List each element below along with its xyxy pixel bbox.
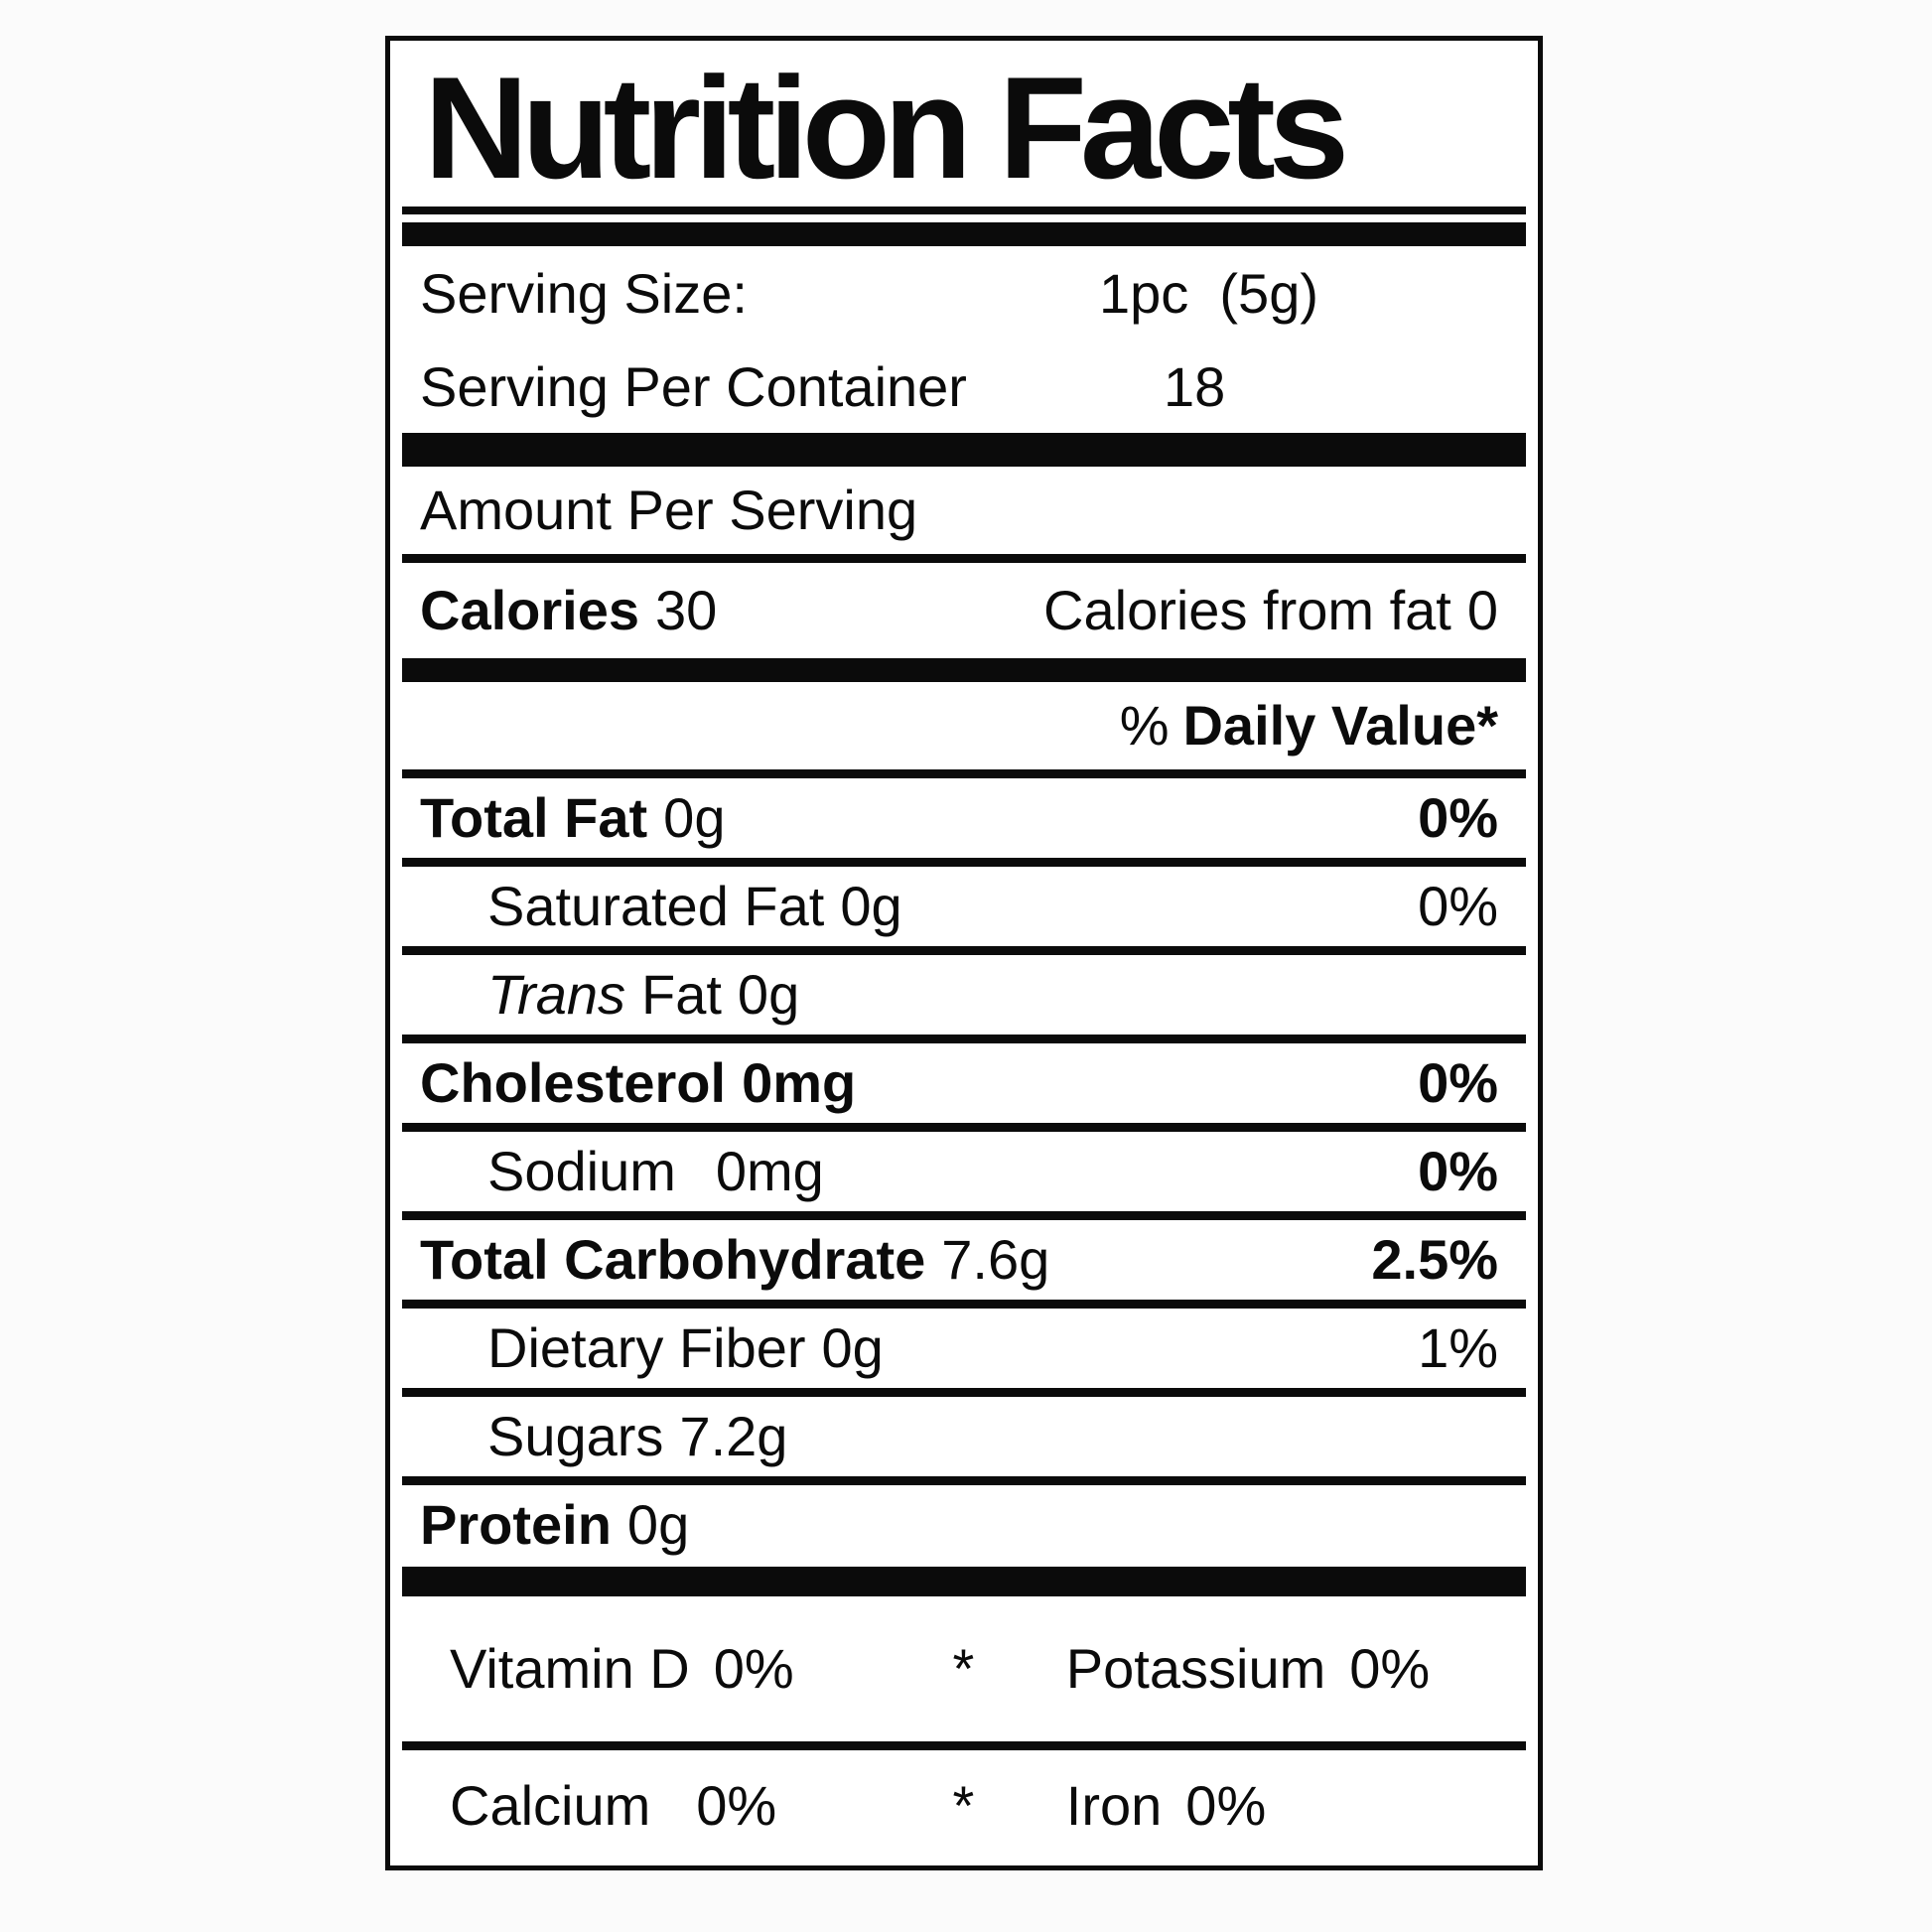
calories-label: Calories [420, 579, 639, 642]
nutrient-amount: 0g [663, 786, 726, 850]
nutrient-name: Sodium [487, 1140, 676, 1203]
percent-sign: % [1119, 694, 1170, 758]
nutrient-daily-value: 2.5% [1371, 1228, 1498, 1292]
micronutrient-right-value: 0% [1349, 1637, 1431, 1701]
thick-divider-calories [402, 657, 1526, 682]
serving-size-label: Serving Size: [420, 262, 748, 326]
nutrient-amount: 0g [737, 963, 800, 1027]
calories-value: 30 [655, 579, 718, 642]
micronutrient-left-value: 0% [696, 1774, 777, 1838]
servings-per-container-label: Serving Per Container [420, 355, 967, 419]
nutrient-daily-value: 0% [1418, 1140, 1498, 1203]
micronutrient-row-vitamin-d-potassium: Vitamin D 0% * Potassium 0% [390, 1596, 1538, 1741]
asterisk-separator: * [952, 1637, 975, 1701]
nutrient-name: Total Fat [420, 786, 648, 850]
nutrient-name: Cholesterol [420, 1051, 727, 1115]
nutrient-amount: 7.2g [679, 1405, 788, 1468]
micronutrient-left-label: Calcium [450, 1774, 651, 1838]
nutrition-facts-label: Nutrition Facts Serving Size: 1pc (5g) S… [385, 36, 1543, 1870]
nutrient-row-total-carbohydrate: Total Carbohydrate 7.6g 2.5% [390, 1220, 1538, 1300]
nutrient-amount: 0g [821, 1316, 884, 1380]
micronutrient-right-label: Potassium [1065, 1637, 1326, 1701]
micronutrient-row-calcium-iron: Calcium 0% * Iron 0% [390, 1750, 1538, 1862]
servings-per-container-row: Serving Per Container 18 [390, 342, 1538, 433]
nutrient-daily-value: 0% [1418, 786, 1498, 850]
amount-per-serving-text: Amount Per Serving [420, 479, 918, 542]
serving-size-row: Serving Size: 1pc (5g) [390, 246, 1538, 342]
servings-per-container-value: 18 [1164, 355, 1226, 419]
micronutrient-left-label: Vitamin D [450, 1637, 690, 1701]
micronutrient-left-value: 0% [713, 1637, 794, 1701]
calories-from-fat-value: 0 [1466, 579, 1498, 642]
amount-per-serving-heading: Amount Per Serving [390, 467, 1538, 554]
nutrient-name: Total Carbohydrate [420, 1228, 926, 1292]
asterisk-separator: * [952, 1774, 975, 1838]
nutrient-amount: 0g [840, 875, 902, 938]
nutrient-row-total-fat: Total Fat 0g 0% [390, 778, 1538, 858]
serving-size-value: 1pc (5g) [1099, 262, 1318, 326]
nutrient-amount: 0mg [742, 1051, 857, 1115]
nutrient-row-trans-fat: Trans Fat 0g [390, 955, 1538, 1035]
divider [402, 768, 1526, 778]
nutrient-row-sugars: Sugars 7.2g [390, 1397, 1538, 1476]
thick-divider-protein [402, 1566, 1526, 1596]
nutrient-row-dietary-fiber: Dietary Fiber 0g 1% [390, 1309, 1538, 1388]
nutrient-row-saturated-fat: Saturated Fat 0g 0% [390, 867, 1538, 946]
nutrient-amount: 0mg [715, 1140, 824, 1203]
divider [402, 1299, 1526, 1309]
micronutrient-right-value: 0% [1185, 1774, 1267, 1838]
nutrient-name: Protein [420, 1493, 612, 1557]
nutrient-row-cholesterol: Cholesterol 0mg 0% [390, 1043, 1538, 1123]
nutrient-name: Dietary Fiber [487, 1316, 806, 1380]
micronutrient-right-label: Iron [1065, 1774, 1163, 1838]
divider [402, 1387, 1526, 1397]
nutrient-daily-value: 0% [1418, 1051, 1498, 1115]
thick-divider-top [402, 221, 1526, 246]
label-title: Nutrition Facts [424, 47, 1349, 208]
nutrient-daily-value: 1% [1418, 1316, 1498, 1380]
title-underline [402, 206, 1526, 214]
divider [402, 1034, 1526, 1043]
divider [402, 553, 1526, 563]
nutrient-amount: 7.6g [941, 1228, 1050, 1292]
divider [402, 1122, 1526, 1132]
nutrient-name: Trans [487, 963, 625, 1027]
nutrient-daily-value: 0% [1418, 875, 1498, 938]
divider [402, 857, 1526, 867]
thick-divider-serving [402, 432, 1526, 467]
daily-value-header: % Daily Value* [390, 682, 1538, 769]
divider [402, 1740, 1526, 1750]
nutrient-amount: 0g [626, 1493, 690, 1557]
calories-from-fat-label: Calories from fat [1043, 579, 1451, 642]
divider [402, 1475, 1526, 1485]
nutrient-name-rest: Fat [641, 963, 722, 1027]
nutrient-row-sodium: Sodium 0mg 0% [390, 1132, 1538, 1211]
calories-row: Calories 30 Calories from fat 0 [390, 563, 1538, 658]
nutrient-row-protein: Protein 0g [390, 1485, 1538, 1565]
daily-value-header-text: Daily Value* [1182, 694, 1498, 758]
nutrient-name: Saturated Fat [487, 875, 825, 938]
divider [402, 945, 1526, 955]
divider [402, 1210, 1526, 1220]
nutrient-name: Sugars [487, 1405, 664, 1468]
